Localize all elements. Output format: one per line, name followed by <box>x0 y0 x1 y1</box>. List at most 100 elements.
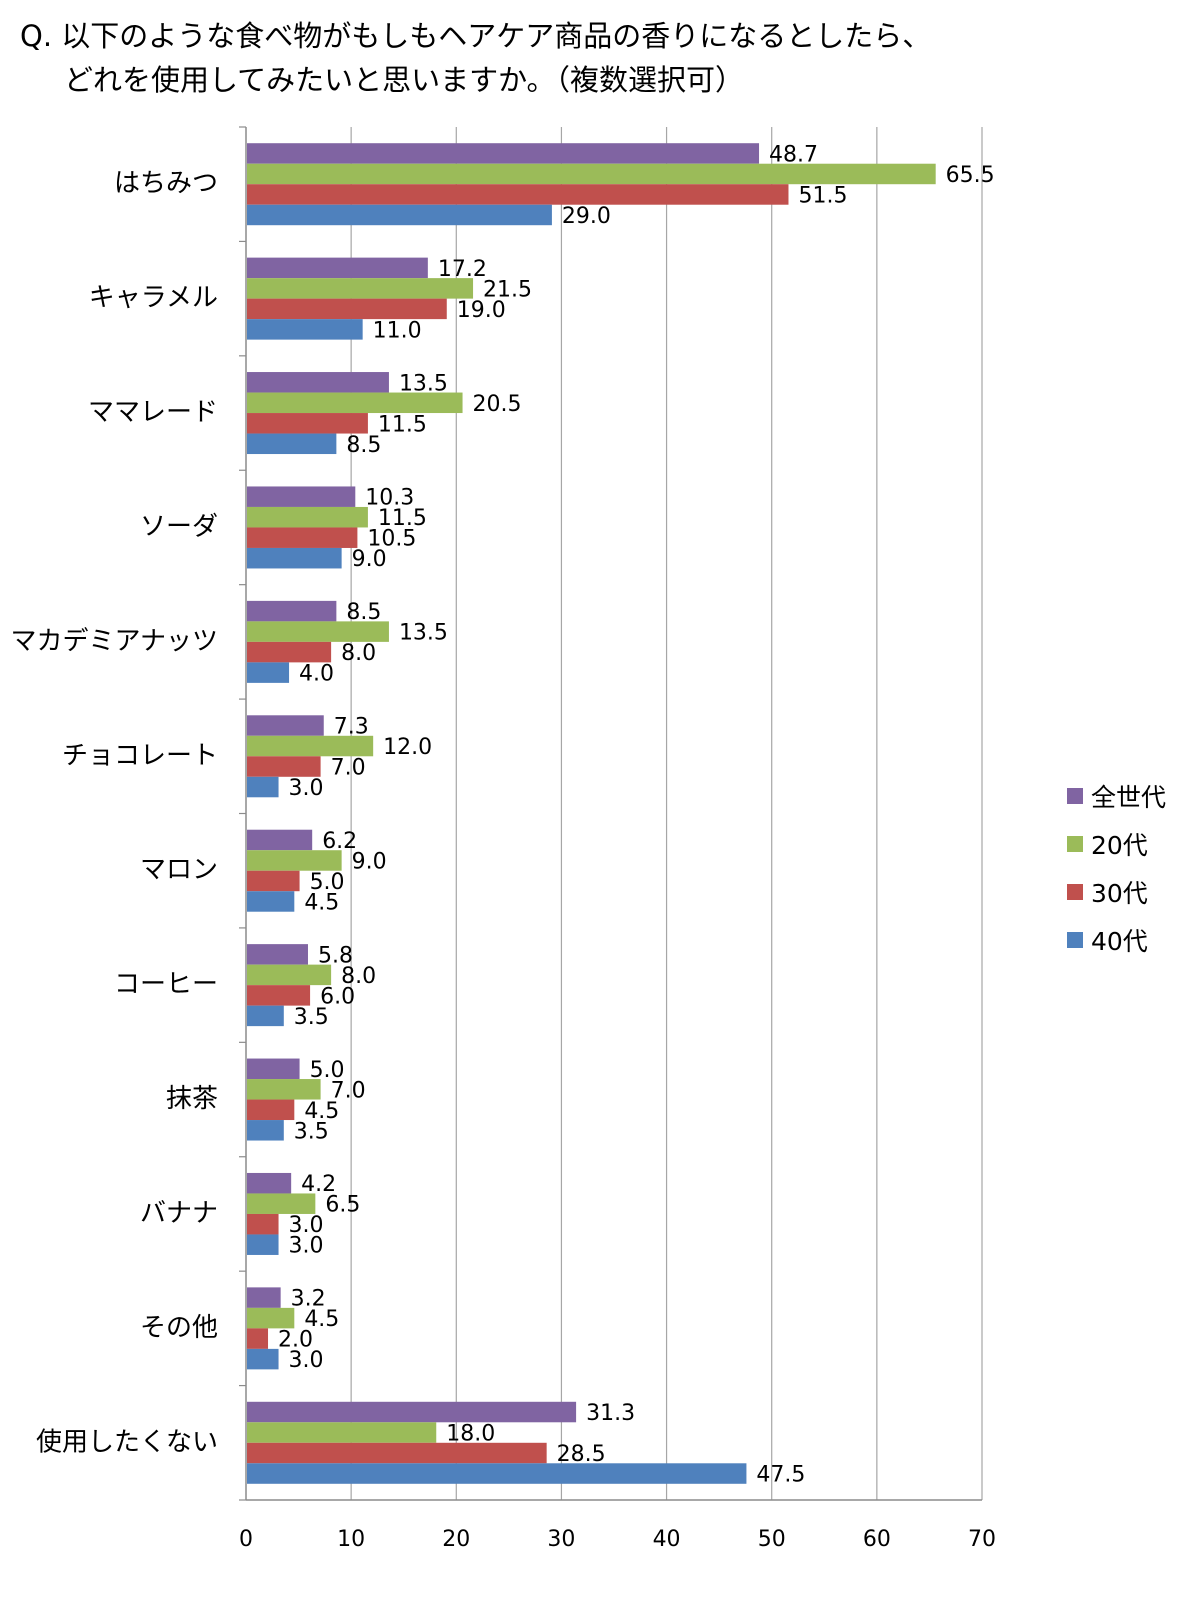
category-label: キャラメル <box>89 283 218 313</box>
bar <box>247 278 474 299</box>
title-line-2: どれを使用してみたいと思いますか。（複数選択可） <box>64 63 745 97</box>
bar <box>247 413 368 434</box>
bar <box>247 985 311 1006</box>
bar <box>247 1079 321 1100</box>
bar <box>247 964 332 986</box>
value-label: 51.5 <box>798 183 847 208</box>
x-tick-label: 20 <box>442 1527 470 1552</box>
value-label: 12.0 <box>383 735 432 760</box>
value-label: 29.0 <box>562 204 611 229</box>
bar <box>247 547 342 569</box>
bar <box>247 1422 437 1443</box>
value-label: 3.0 <box>289 1213 324 1238</box>
bar <box>247 1058 300 1080</box>
value-label: 4.2 <box>301 1172 336 1197</box>
value-label: 20.5 <box>473 392 522 417</box>
value-label: 13.5 <box>399 621 448 646</box>
value-label: 10.3 <box>365 486 414 511</box>
value-label: 11.5 <box>378 412 427 437</box>
legend-label: 全世代 <box>1091 783 1167 812</box>
value-label: 8.5 <box>346 433 381 458</box>
chart-title: Q. 以下のような食べ物がもしもヘアケア商品の香りになるとしたら、 どれを使用し… <box>20 14 931 102</box>
bar <box>247 1307 295 1329</box>
bar <box>247 600 337 622</box>
value-label: 11.0 <box>373 318 422 343</box>
bar <box>247 257 428 279</box>
bar <box>247 527 358 548</box>
value-label: 4.5 <box>304 890 339 915</box>
value-label: 4.5 <box>304 1099 339 1124</box>
category-label: マロン <box>140 855 218 885</box>
legend-swatch <box>1067 836 1083 852</box>
value-label: 18.0 <box>446 1422 495 1447</box>
bar <box>247 1348 279 1370</box>
value-label: 3.0 <box>289 776 324 801</box>
value-label: 2.0 <box>278 1328 313 1353</box>
bar <box>247 184 789 205</box>
category-label: マカデミアナッツ <box>11 626 218 656</box>
bar <box>247 1193 316 1214</box>
bar <box>247 506 368 528</box>
bar <box>247 163 936 185</box>
value-label: 6.5 <box>325 1193 360 1218</box>
bar <box>247 1005 284 1027</box>
x-tick-label: 10 <box>337 1527 365 1552</box>
x-tick-label: 70 <box>968 1527 996 1552</box>
value-label: 47.5 <box>756 1463 805 1488</box>
bar <box>247 1463 747 1484</box>
category-label: 使用したくない <box>36 1427 218 1457</box>
value-label: 9.0 <box>352 547 387 572</box>
x-tick-label: 40 <box>653 1527 681 1552</box>
legend-label: 20代 <box>1091 831 1148 860</box>
bar <box>247 298 447 320</box>
bar <box>247 1172 292 1194</box>
value-label: 48.7 <box>769 142 818 167</box>
value-label: 7.0 <box>331 1078 366 1103</box>
value-label: 6.2 <box>322 829 357 854</box>
value-label: 11.5 <box>378 506 427 531</box>
legend-swatch <box>1067 788 1083 804</box>
value-label: 9.0 <box>352 849 387 874</box>
value-label: 3.0 <box>289 1348 324 1373</box>
value-label: 65.5 <box>946 163 995 188</box>
value-label: 7.3 <box>334 715 369 740</box>
bar <box>247 1287 281 1308</box>
bar <box>247 1234 279 1255</box>
bar <box>247 1401 577 1423</box>
value-label: 8.5 <box>346 600 381 625</box>
x-tick-label: 60 <box>863 1527 891 1552</box>
value-label: 10.5 <box>367 527 416 552</box>
bar <box>247 715 324 736</box>
bar <box>247 319 363 340</box>
bar <box>247 891 295 912</box>
category-label: バナナ <box>140 1198 218 1228</box>
x-tick-label: 30 <box>547 1527 575 1552</box>
bar <box>247 829 313 851</box>
legend-label: 30代 <box>1091 879 1148 908</box>
value-label: 4.0 <box>299 662 334 687</box>
legend-item: 40代 <box>1067 916 1166 964</box>
value-label: 5.0 <box>310 870 345 895</box>
bar <box>247 486 356 507</box>
value-label: 3.0 <box>289 1234 324 1259</box>
bar <box>247 392 463 414</box>
bar <box>247 944 308 965</box>
value-label: 4.5 <box>304 1307 339 1332</box>
legend-item: 30代 <box>1067 868 1166 916</box>
category-label: 抹茶 <box>166 1084 218 1114</box>
legend-label: 40代 <box>1091 927 1148 956</box>
bar <box>247 641 332 663</box>
x-tick-label: 0 <box>239 1527 253 1552</box>
category-label: その他 <box>140 1313 218 1343</box>
bar <box>247 870 300 892</box>
bar <box>247 372 389 393</box>
category-label: はちみつ <box>114 169 218 199</box>
bar <box>247 204 552 226</box>
value-label: 13.5 <box>399 371 448 396</box>
bar <box>247 756 321 777</box>
legend-item: 全世代 <box>1067 772 1166 820</box>
title-line-1: Q. 以下のような食べ物がもしもヘアケア商品の香りになるとしたら、 <box>20 19 932 53</box>
value-label: 8.0 <box>341 964 376 989</box>
bar <box>247 1120 284 1141</box>
